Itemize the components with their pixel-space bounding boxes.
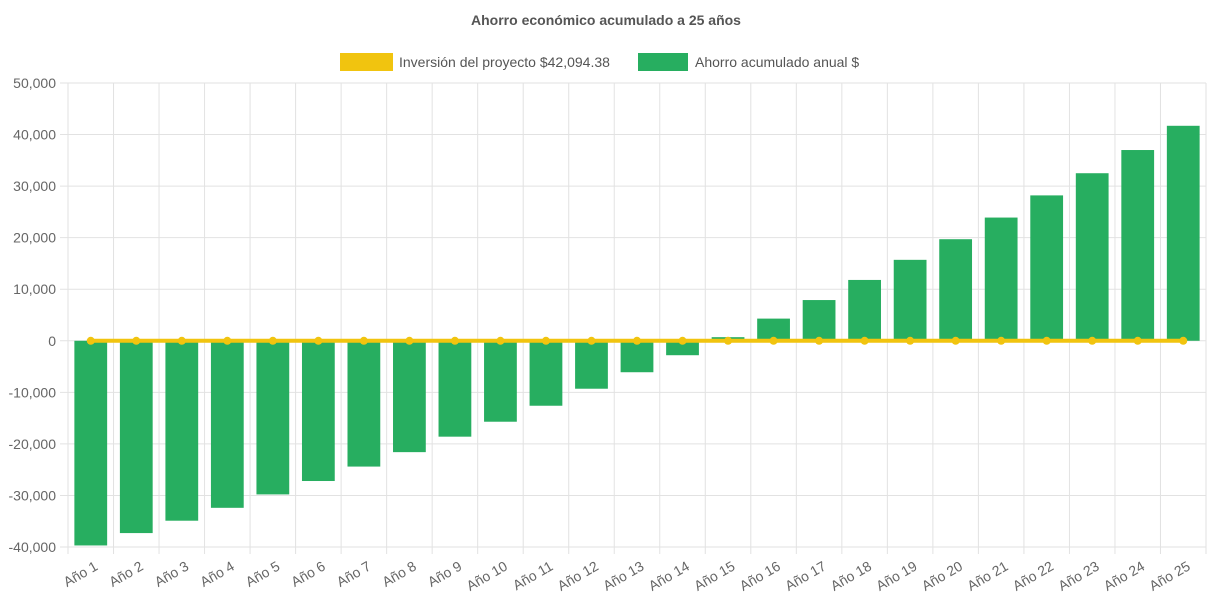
savings-bar	[984, 217, 1018, 341]
savings-bar	[301, 340, 335, 482]
savings-bar	[165, 340, 199, 521]
investment-point	[1179, 336, 1188, 345]
legend-label-investment: Inversión del proyecto $42,094.38	[399, 54, 610, 70]
investment-point	[496, 336, 505, 345]
investment-point	[359, 336, 368, 345]
investment-point	[223, 336, 232, 345]
x-tick-label: Año 5	[243, 558, 283, 590]
investment-point	[815, 336, 824, 345]
savings-bar	[757, 318, 790, 341]
investment-point	[1088, 336, 1097, 345]
investment-point	[860, 336, 869, 345]
y-tick-label: -20,000	[9, 436, 57, 452]
investment-point	[268, 336, 277, 345]
x-tick-label: Año 17	[782, 558, 829, 594]
savings-bar	[575, 340, 608, 389]
savings-bar	[210, 340, 244, 508]
investment-point	[177, 336, 186, 345]
investment-point	[541, 336, 550, 345]
savings-bar	[74, 340, 108, 546]
savings-bar	[802, 300, 836, 341]
x-tick-label: Año 12	[555, 558, 602, 594]
investment-point	[951, 336, 960, 345]
savings-bar	[256, 340, 290, 495]
x-tick-label: Año 22	[1010, 558, 1057, 594]
investment-point	[450, 336, 459, 345]
x-tick-label: Año 14	[646, 558, 693, 594]
y-tick-label: 30,000	[13, 178, 56, 194]
x-tick-label: Año 2	[106, 558, 146, 590]
investment-point	[1042, 336, 1051, 345]
investment-line	[86, 336, 1188, 345]
savings-bar	[438, 340, 472, 437]
x-tick-label: Año 7	[334, 558, 374, 590]
investment-point	[769, 336, 778, 345]
legend-item-investment[interactable]: Inversión del proyecto $42,094.38	[340, 53, 610, 71]
investment-point	[997, 336, 1006, 345]
x-tick-label: Año 4	[197, 558, 237, 590]
x-tick-label: Año 3	[152, 558, 192, 590]
savings-bar	[893, 259, 927, 341]
savings-bar	[1121, 150, 1155, 341]
savings-bar	[1030, 195, 1064, 341]
y-tick-label: 20,000	[13, 230, 56, 246]
chart-legend: Inversión del proyecto $42,094.38 Ahorro…	[340, 53, 859, 71]
y-tick-label: 0	[48, 333, 56, 349]
x-tick-label: Año 25	[1146, 558, 1193, 594]
y-axis-ticks: 50,000 40,000 30,000 20,000 10,000 0 -10,000 -2…	[9, 75, 57, 555]
chart-title: Ahorro económico acumulado a 25 años	[471, 12, 741, 28]
investment-point	[132, 336, 141, 345]
x-tick-label: Año 8	[379, 558, 419, 590]
savings-bar	[119, 340, 153, 534]
investment-point	[906, 336, 915, 345]
x-tick-label: Año 16	[737, 558, 784, 594]
x-tick-label: Año 10	[464, 558, 511, 594]
savings-bar	[666, 340, 699, 356]
savings-bar	[939, 239, 973, 341]
savings-bar	[529, 340, 563, 406]
x-tick-label: Año 21	[964, 558, 1011, 594]
savings-bar	[347, 340, 381, 467]
x-tick-label: Año 19	[873, 558, 920, 594]
x-tick-label: Año 9	[425, 558, 465, 590]
investment-point	[724, 336, 733, 345]
savings-bars	[74, 125, 1200, 546]
savings-bar	[393, 340, 426, 453]
investment-point	[1133, 336, 1142, 345]
x-tick-label: Año 11	[510, 558, 556, 594]
savings-bar	[620, 340, 654, 373]
legend-item-savings[interactable]: Ahorro acumulado anual $	[638, 53, 859, 71]
savings-bar	[848, 279, 881, 341]
y-tick-label: 50,000	[13, 75, 56, 91]
y-tick-label: 10,000	[13, 281, 56, 297]
investment-point	[314, 336, 323, 345]
legend-swatch-savings	[638, 53, 688, 71]
investment-point	[86, 336, 95, 345]
y-tick-label: -30,000	[9, 487, 57, 503]
y-tick-label: -10,000	[9, 384, 57, 400]
x-tick-label: Año 1	[61, 558, 101, 590]
x-axis-ticks: Año 1 Año 2 Año 3 Año 4 Año 5 Año 6 Año 7 Año 8…	[61, 558, 1193, 594]
savings-bar	[484, 340, 517, 422]
x-tick-label: Año 18	[828, 558, 875, 594]
investment-point	[678, 336, 687, 345]
savings-bar	[1166, 125, 1200, 341]
x-tick-label: Año 23	[1055, 558, 1102, 594]
x-tick-label: Año 6	[288, 558, 328, 590]
investment-point	[633, 336, 641, 345]
legend-label-savings: Ahorro acumulado anual $	[695, 54, 859, 70]
y-tick-label: 40,000	[13, 127, 56, 143]
x-tick-label: Año 15	[691, 558, 738, 594]
investment-point	[405, 336, 414, 345]
savings-bar	[1075, 173, 1109, 341]
x-tick-label: Año 13	[600, 558, 647, 594]
legend-swatch-investment	[340, 53, 393, 71]
y-tick-label: -40,000	[9, 539, 57, 555]
investment-point	[587, 336, 596, 345]
x-tick-label: Año 24	[1101, 558, 1148, 594]
x-tick-label: Año 20	[919, 558, 966, 594]
